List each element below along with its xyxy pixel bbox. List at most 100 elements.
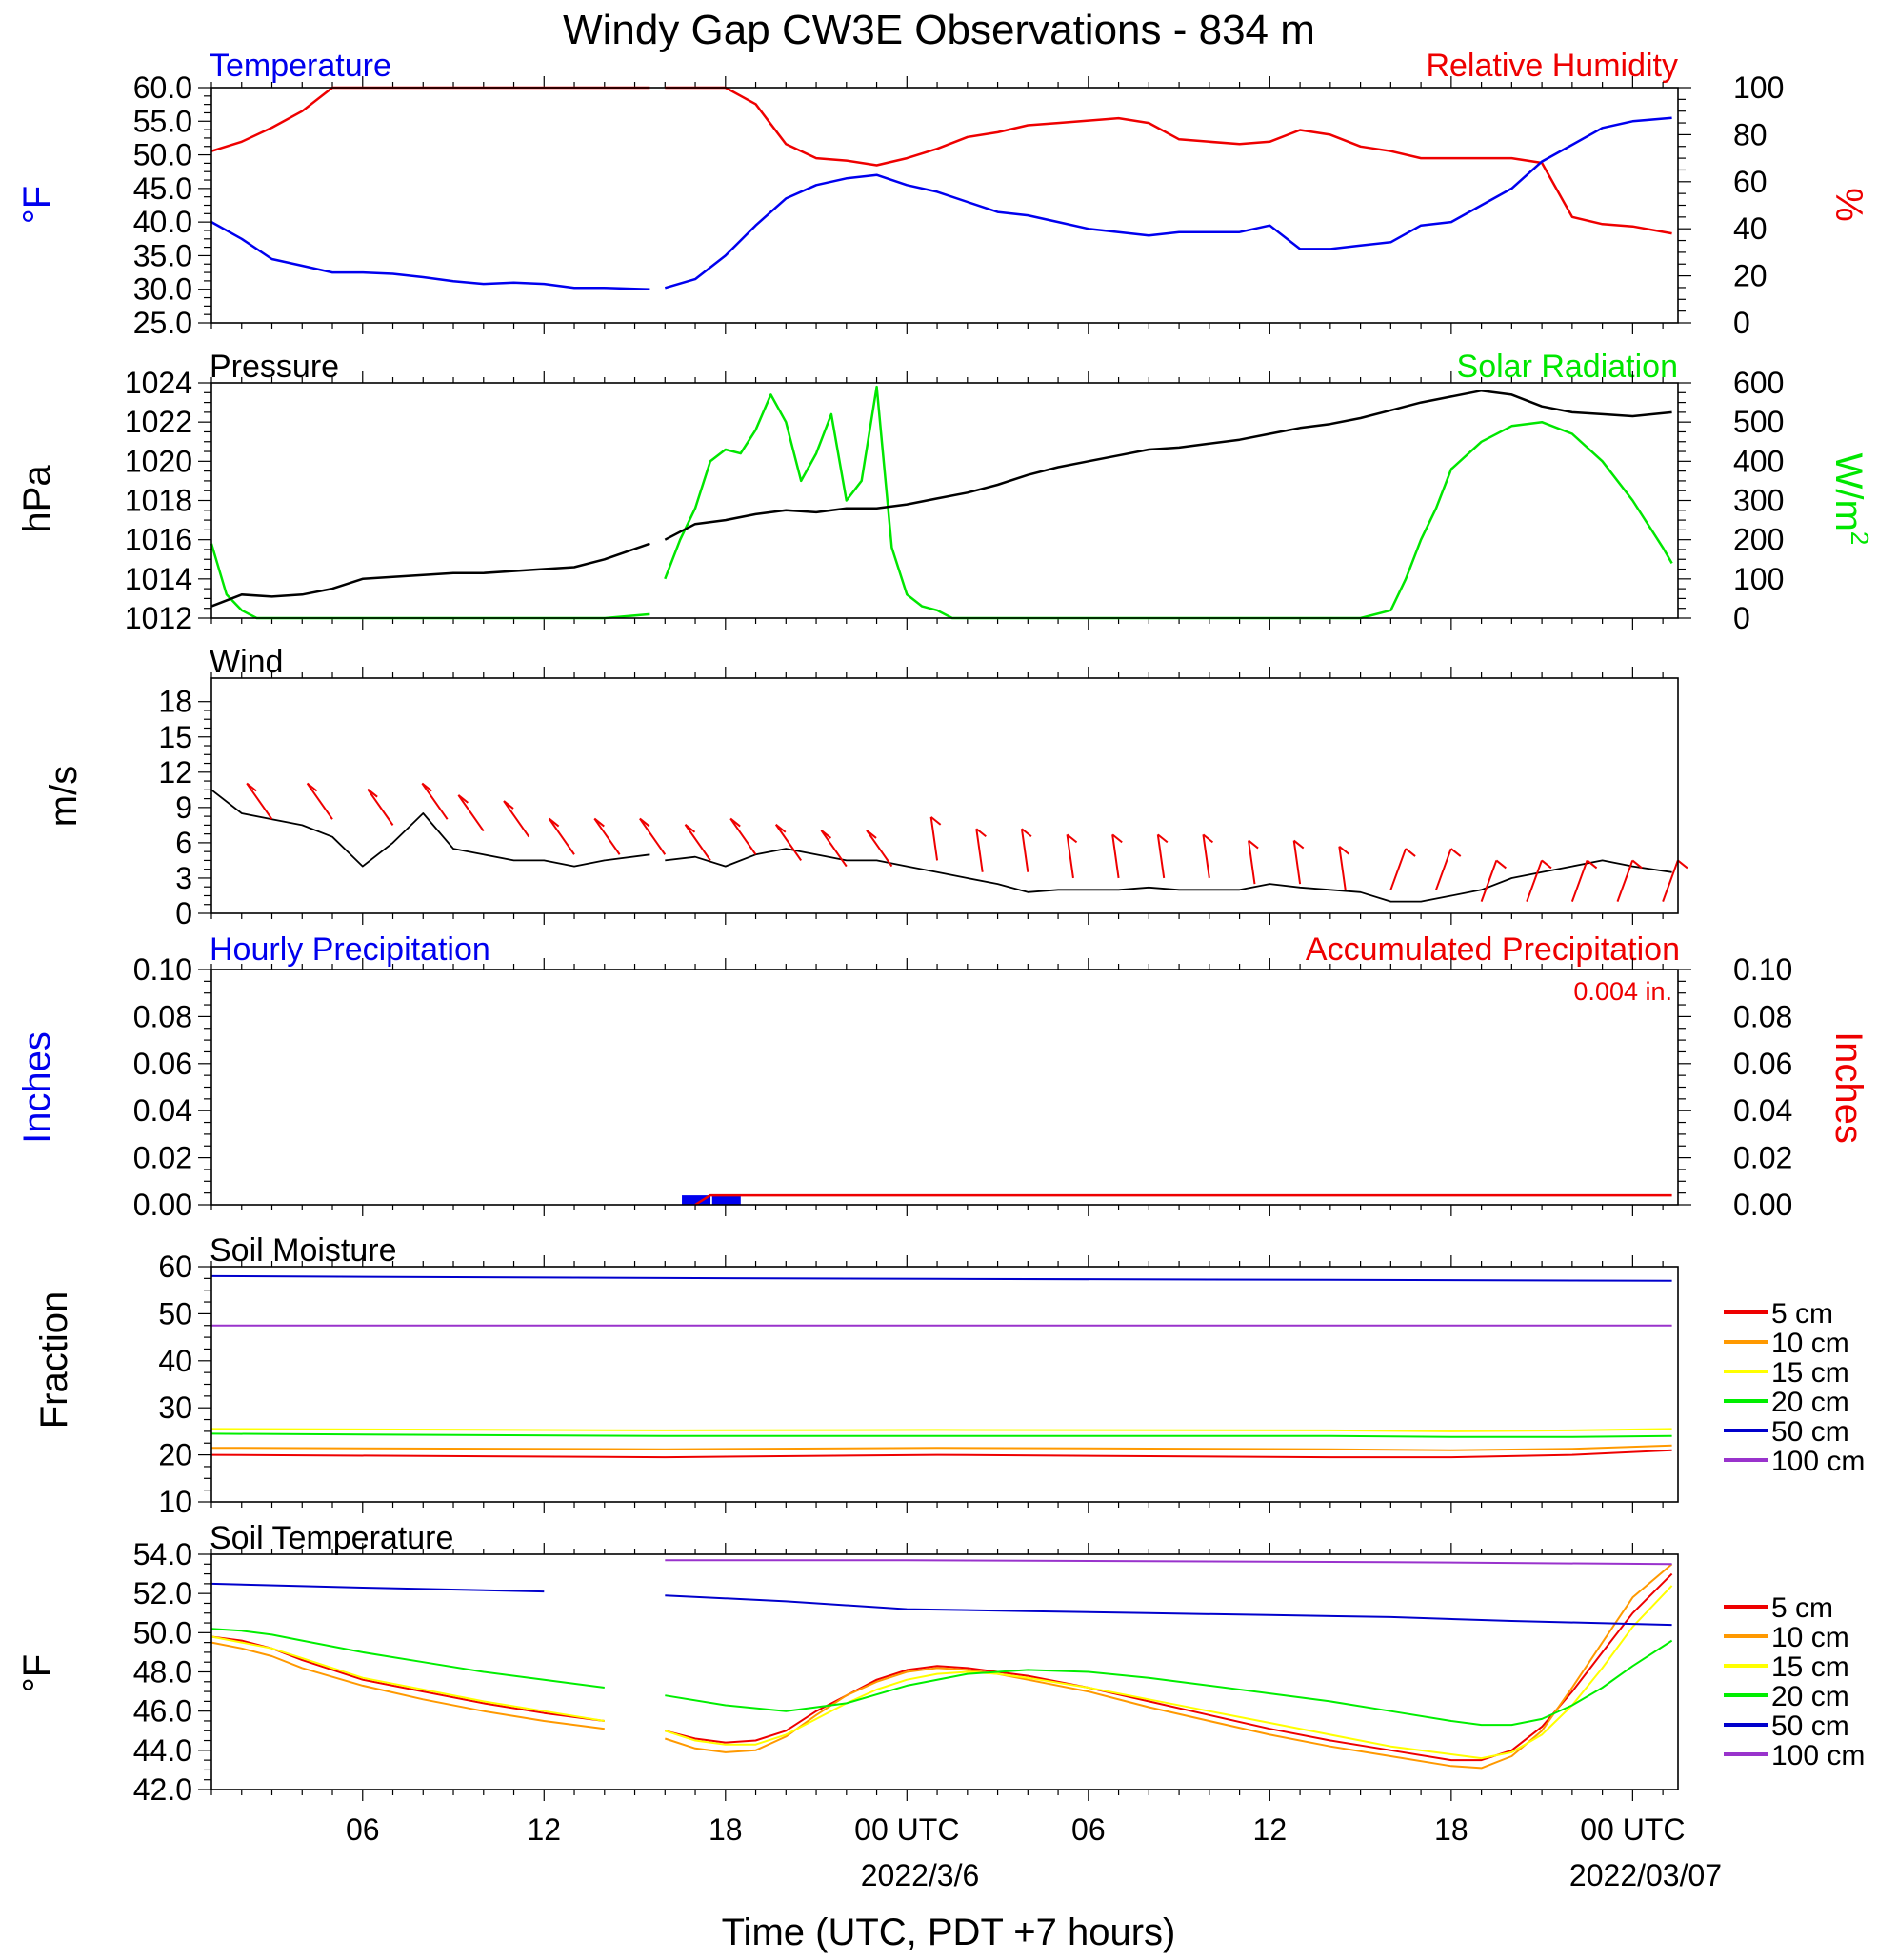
precip-ticks-left: 0.00 0.02 0.04 0.06 0.08 0.10 [133,952,211,1222]
pressure-tick-label: 1022 [125,405,192,439]
soil-temp-line [665,1594,1672,1627]
wind-barb-flag [820,830,832,839]
legend-label: 10 cm [1771,1622,1849,1653]
soil-temp-tick-label: 42.0 [133,1772,192,1807]
wind-barb-flag [1293,839,1305,850]
temperature-line [664,116,1672,290]
rh-tick-label: 80 [1733,117,1768,151]
solar-ticks: 0 100 200 300 400 500 600 [1678,366,1784,635]
panel-precip: Hourly Precipitation Accumulated Precipi… [16,931,1869,1222]
wind-ylabel: m/s [43,766,85,827]
wind-barb-flag [930,816,942,826]
wind-barb [1570,860,1588,902]
wind-barb [593,817,621,855]
wind-barb-flag [684,823,696,833]
panel4-time-ticks [210,958,1664,1216]
pressure-tick-label: 1024 [125,366,192,400]
precip-left-tick-label: 0.02 [133,1141,192,1175]
wind-barb [1389,848,1408,890]
solar-tick-label: 200 [1733,523,1784,557]
rh-line [665,86,1672,235]
wind-barb [548,817,575,855]
wind-speed-line [210,789,650,868]
wind-barb-flag [1248,839,1259,850]
legend-label: 15 cm [1771,1357,1849,1389]
wind-barb-flag [421,782,432,792]
date-label-2: 2022/03/07 [1569,1858,1722,1892]
wind-barb-flag [639,817,650,828]
precip-right-tick-label: 0.10 [1733,952,1792,987]
temp-tick-label: 55.0 [133,104,192,138]
soil-moisture-lines [210,1274,1672,1459]
wind-barb-flag [457,794,470,804]
hourly-precip-bar [711,1195,741,1205]
wind-barb [774,824,802,861]
pressure-tick-label: 1012 [125,601,192,635]
soil-temp-ylabel: °F [16,1654,58,1692]
precip-ylabel-left: Inches [16,1031,58,1144]
wind-barb [684,824,711,861]
soil-moisture-line [210,1428,1672,1432]
wind-tick-label: 6 [175,826,192,860]
soil-temp-ticks: 42.0 44.0 46.0 48.0 50.0 52.0 54.0 [133,1537,211,1807]
panel5-frame [210,1266,1679,1503]
wind-barb [1020,829,1029,872]
panel1-time-ticks [210,76,1664,334]
soil-moisture-tick-label: 30 [158,1390,192,1425]
time-tick-label: 18 [1434,1812,1468,1847]
wind-barb [1292,840,1302,885]
wind-barb [1480,860,1498,902]
wind-barb-flag [866,830,877,839]
solar-tick-label: 400 [1733,444,1784,478]
precip-left-tick-label: 0.08 [133,999,192,1033]
precip-right-tick-label: 0.00 [1733,1188,1792,1222]
wind-tick-label: 0 [175,896,192,930]
legend-label: 100 cm [1771,1446,1865,1477]
solar-tick-label: 600 [1733,366,1784,400]
soil-moisture-line [210,1449,1672,1459]
panel-soil-temp: Soil Temperature °F 42.0 44.0 46.0 48.0 50.0… [16,1520,1865,1807]
precip-ylabel-right: Inches [1828,1031,1869,1144]
wind-barb [1066,834,1074,879]
rh-ylabel: % [1828,188,1869,222]
wind-tick-label: 9 [175,790,192,825]
date-label-1: 2022/3/6 [861,1858,980,1892]
wind-barb [306,782,333,820]
wind-speed-line [665,848,1672,903]
wind-title: Wind [210,644,283,680]
temp-tick-label: 35.0 [133,238,192,272]
wind-barb-flag [1111,833,1123,844]
figure-title: Windy Gap CW3E Observations - 834 m [563,7,1315,53]
panel-pressure-solar: Pressure Solar Radiation hPa W/m2 101210… [16,349,1874,635]
solar-ylabel: W/m2 [1828,453,1874,546]
temp-title: Temperature [210,48,391,84]
soil-temp-line [210,1582,545,1593]
soil-temp-line [210,1628,605,1689]
wind-barb [1616,860,1634,902]
temp-tick-label: 60.0 [133,70,192,105]
panel1-frame [210,87,1679,324]
precip-right-tick-label: 0.04 [1733,1093,1792,1128]
solar-tick-label: 0 [1733,601,1750,635]
pressure-ticks: 1012 1014 1016 1018 1020 1022 1024 [125,366,211,635]
soil-temp-line [210,1635,605,1722]
temp-ylabel: °F [16,186,58,224]
accum-precip-line [694,1193,1672,1207]
solar-tick-label: 500 [1733,405,1784,439]
wind-barb [1435,848,1452,890]
solar-radiation-line [664,385,1673,620]
temp-tick-label: 40.0 [133,205,192,239]
wind-tick-label: 18 [158,685,192,719]
soil-moisture-tick-label: 60 [158,1250,192,1284]
wind-barb [1662,860,1679,902]
pressure-tick-label: 1018 [125,484,192,518]
wind-barb-flag [549,817,560,828]
time-tick-label: 06 [1071,1812,1106,1847]
pressure-tick-label: 1014 [125,562,192,596]
legend-label: 20 cm [1771,1387,1849,1418]
panel4-frame [210,969,1679,1206]
legend-label: 50 cm [1771,1710,1849,1742]
